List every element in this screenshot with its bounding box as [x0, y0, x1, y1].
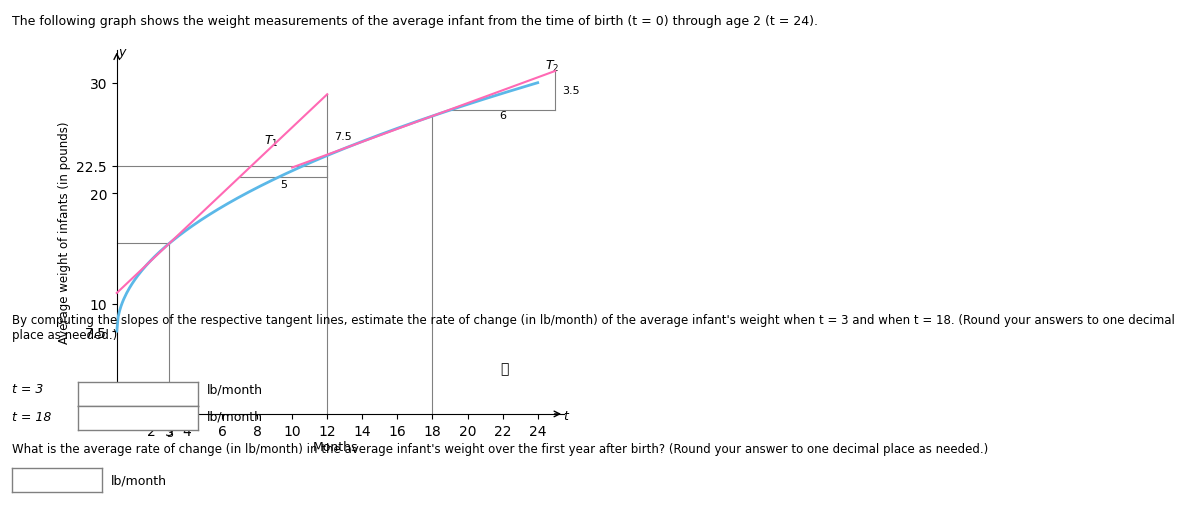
- Text: t: t: [563, 410, 568, 423]
- Text: $T_1$: $T_1$: [264, 134, 278, 149]
- Text: 3.5: 3.5: [563, 86, 580, 96]
- Text: t = 3: t = 3: [12, 382, 43, 395]
- Text: $T_2$: $T_2$: [545, 59, 559, 74]
- Text: What is the average rate of change (in lb/month) in the average infant's weight : What is the average rate of change (in l…: [12, 442, 989, 455]
- Text: 5: 5: [280, 180, 287, 189]
- Text: 7.5: 7.5: [335, 131, 352, 141]
- Text: By computing the slopes of the respective tangent lines, estimate the rate of ch: By computing the slopes of the respectiv…: [12, 313, 1175, 341]
- Text: t = 18: t = 18: [12, 410, 52, 423]
- Text: lb/month: lb/month: [110, 473, 167, 486]
- Text: The following graph shows the weight measurements of the average infant from the: The following graph shows the weight mea…: [12, 15, 818, 28]
- Text: 6: 6: [499, 111, 506, 121]
- Y-axis label: Average weight of infants (in pounds): Average weight of infants (in pounds): [58, 121, 71, 343]
- Text: y: y: [119, 46, 126, 59]
- Text: ⓘ: ⓘ: [500, 362, 508, 376]
- X-axis label: Months: Months: [313, 440, 359, 453]
- Text: lb/month: lb/month: [206, 410, 263, 423]
- Text: 3: 3: [166, 428, 173, 438]
- Text: lb/month: lb/month: [206, 382, 263, 395]
